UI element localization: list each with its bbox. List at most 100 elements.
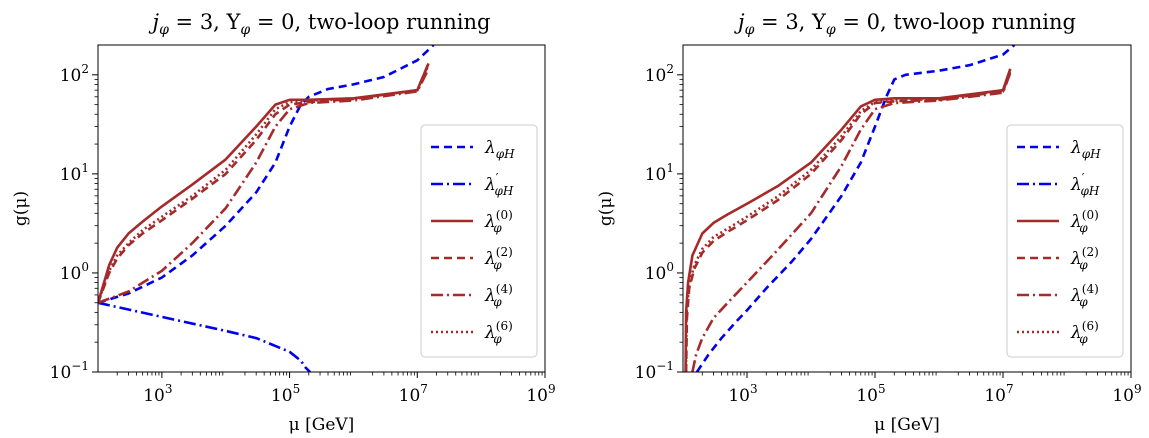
series-line-3	[98, 62, 430, 304]
legend-subscript: φ	[493, 295, 502, 309]
legend-symbol: λ	[1070, 249, 1082, 269]
x-axis-label: μ [GeV]	[289, 415, 355, 435]
legend-subscript: φ	[493, 221, 502, 235]
x-tick-base: 10	[271, 386, 293, 406]
x-tick-base: 10	[856, 386, 878, 406]
legend-label-6: λ(6) φ	[1070, 319, 1099, 346]
y-tick-exponent: 1	[666, 161, 674, 175]
y-axis-label: g(μ)	[596, 191, 616, 226]
legend-subscript: φ	[493, 332, 502, 346]
series-line-1	[695, 45, 1016, 372]
x-tick-base: 10	[1112, 386, 1134, 406]
legend-superscript: (2)	[1082, 245, 1099, 259]
x-tick-base: 10	[728, 386, 750, 406]
x-tick-base: 10	[984, 386, 1006, 406]
legend-symbol: λ	[1070, 323, 1082, 343]
legend-symbol: λ	[1070, 212, 1082, 232]
legend-superscript: (6)	[496, 319, 513, 333]
plot-frame	[682, 44, 1132, 373]
legend-superscript: ′	[1082, 171, 1085, 185]
legend-label-2: λ′ φH	[484, 171, 514, 198]
series-line-6	[98, 64, 430, 304]
legend-box	[1006, 124, 1124, 358]
x-tick-label: 103	[143, 382, 172, 406]
x-tick-label: 103	[728, 382, 757, 406]
legend-subscript: φ	[1079, 221, 1088, 235]
y-tick-exponent: 0	[81, 260, 89, 274]
x-tick-exponent: 3	[165, 382, 173, 396]
y-tick-base: 10	[60, 165, 82, 185]
y-tick-exponent: 2	[666, 62, 674, 76]
y-axis-label-text: g(μ)	[11, 191, 31, 226]
legend-label-2: λ′ φH	[1070, 171, 1100, 198]
y-tick-base: 10	[60, 66, 82, 86]
y-axis-label: g(μ)	[11, 191, 31, 226]
y-tick-exponent: 2	[81, 62, 89, 76]
y-tick-label: 100	[645, 260, 674, 284]
chart-title: jφ = 3, Yφ = 0, two-loop running	[149, 10, 491, 38]
x-tick-label: 109	[1112, 382, 1141, 406]
legend-symbol: λ	[484, 175, 496, 195]
legend-symbol: λ	[1070, 286, 1082, 306]
x-tick-label: 107	[399, 382, 428, 406]
x-axis-label-text: μ [GeV]	[874, 415, 940, 435]
y-tick-label: 10−1	[635, 359, 674, 383]
legend-symbol: λ	[484, 286, 496, 306]
y-tick-label: 100	[60, 260, 89, 284]
legend-subscript: φH	[1082, 147, 1101, 161]
legend-symbol: λ	[1070, 175, 1082, 195]
series-line-2	[98, 301, 312, 372]
x-axis-label-text: μ [GeV]	[289, 415, 355, 435]
x-tick-exponent: 9	[1134, 382, 1142, 396]
legend-superscript: (4)	[1082, 282, 1099, 296]
y-tick-label: 101	[645, 161, 674, 185]
y-tick-base: 10	[645, 66, 667, 86]
x-axis-label: μ [GeV]	[874, 415, 940, 435]
legend-label-4: λ(2) φ	[1070, 245, 1099, 272]
x-tick-base: 10	[526, 386, 548, 406]
y-tick-base: 10	[60, 264, 82, 284]
y-tick-label: 10−1	[50, 359, 89, 383]
series-line-6	[684, 69, 1012, 372]
legend-label-1: λφH	[484, 138, 515, 161]
legend-superscript: (6)	[1082, 319, 1099, 333]
legend-symbol: λ	[484, 212, 496, 232]
series-line-4	[684, 70, 1012, 372]
y-tick-label: 102	[645, 62, 674, 86]
x-tick-label: 105	[856, 382, 885, 406]
legend-superscript: (0)	[1082, 208, 1099, 222]
legend-label-5: λ(4) φ	[484, 282, 513, 309]
legend-label-3: λ(0) φ	[484, 208, 513, 235]
x-tick-label: 107	[984, 382, 1013, 406]
title-part: j	[149, 10, 160, 34]
title-subscript: φ	[745, 22, 755, 38]
x-tick-base: 10	[399, 386, 421, 406]
legend-label-3: λ(0) φ	[1070, 208, 1099, 235]
title-subscript: φ	[826, 22, 836, 38]
legend-subscript: φH	[496, 147, 515, 161]
x-tick-label: 105	[271, 382, 300, 406]
legend-subscript: φ	[493, 258, 502, 272]
title-subscript: φ	[159, 22, 169, 38]
y-tick-base: 10	[635, 363, 657, 383]
x-tick-exponent: 3	[750, 382, 758, 396]
legend-symbol: λ	[484, 249, 496, 269]
legend-symbol: λ	[1070, 138, 1082, 158]
y-tick-exponent: −1	[656, 359, 674, 373]
x-tick-exponent: 5	[878, 382, 886, 396]
plot-lines	[684, 45, 1016, 372]
series-line-3	[684, 68, 1012, 372]
x-tick-exponent: 7	[1006, 382, 1014, 396]
series-line-5	[98, 68, 430, 305]
x-tick-exponent: 5	[293, 382, 301, 396]
legend-subscript: φ	[1079, 295, 1088, 309]
y-tick-label: 101	[60, 161, 89, 185]
legend-label-5: λ(4) φ	[1070, 282, 1099, 309]
legend-subscript: φH	[495, 184, 514, 198]
title-part: = 0, two-loop running	[836, 10, 1076, 34]
